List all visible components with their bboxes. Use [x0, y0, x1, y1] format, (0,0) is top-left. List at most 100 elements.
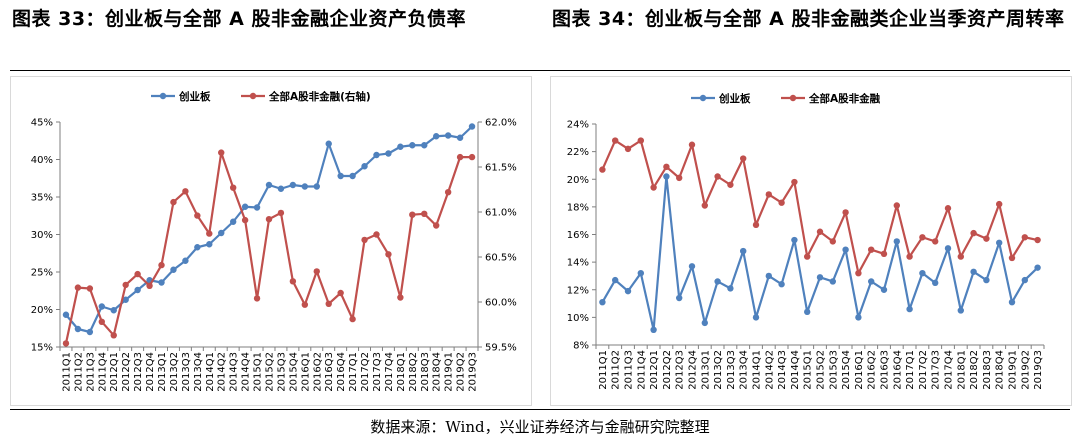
x-tick-label: 2011Q3: [85, 352, 96, 392]
y-tick-label-left: 24%: [567, 120, 589, 131]
x-tick-label: 2019Q3: [1033, 350, 1044, 390]
y-tick-label-left: 8%: [573, 341, 589, 352]
series-0-point: [919, 269, 926, 277]
legend-label-0: 创业板: [178, 90, 211, 103]
series-1-point: [74, 284, 82, 291]
left-chart-title: 图表 33：创业板与全部 A 股非金融企业资产负债率: [12, 8, 466, 30]
y-tick-label-left: 10%: [567, 313, 589, 324]
x-tick-label: 2011Q4: [636, 350, 647, 390]
series-1-point: [158, 261, 165, 269]
x-tick-label: 2012Q3: [133, 352, 144, 392]
series-1-point: [650, 184, 657, 191]
x-tick-label: 2014Q4: [241, 352, 252, 392]
legend-marker-1: [249, 92, 257, 100]
x-tick-label: 2015Q1: [803, 350, 814, 390]
series-1-point: [816, 228, 824, 235]
series-1-point: [110, 332, 117, 339]
series-1-point: [385, 251, 392, 258]
x-tick-label: 2018Q4: [995, 350, 1006, 390]
asset-liability-ratio-chart: 45% 40% 35% 30% 25% 20% 15% 62.0% 61.5% 61.0% 60.5…: [31, 90, 517, 392]
bottom-divider: [10, 409, 1070, 410]
series-1-point: [229, 184, 237, 191]
x-tick-label: 2017Q2: [918, 350, 929, 390]
series-1-point: [468, 153, 476, 161]
series-1-point: [62, 340, 70, 347]
series-1-point: [218, 149, 225, 156]
y-tick-label-left: 16%: [567, 230, 589, 241]
series-0-point: [650, 326, 657, 334]
series-1-point: [134, 270, 141, 278]
series-0-point: [421, 142, 428, 149]
series-0-point: [253, 204, 261, 211]
x-tick-label: 2016Q4: [892, 350, 903, 390]
y-tick-label-right: 60.0%: [485, 298, 517, 309]
series-0-point: [906, 305, 913, 313]
y-tick-label-right: 62.0%: [485, 118, 517, 129]
series-0-point: [855, 314, 862, 321]
series-0-point: [791, 236, 798, 244]
legend-marker-0: [699, 94, 707, 102]
series-1-point: [880, 250, 888, 258]
y-tick-label-right: 59.5%: [485, 343, 517, 354]
x-tick-label: 2011Q1: [61, 352, 72, 392]
x-tick-label: 2015Q2: [816, 350, 827, 390]
series-0-point: [983, 276, 990, 284]
series-1-point: [241, 216, 249, 224]
series-1-point: [397, 294, 404, 301]
series-0-point: [624, 287, 632, 295]
series-1-point: [146, 282, 153, 289]
x-tick-label: 2013Q4: [739, 350, 750, 390]
x-tick-label: 2011Q2: [73, 352, 84, 392]
series-1-point: [1021, 234, 1028, 241]
series-1-point: [182, 188, 189, 195]
legend-marker-0: [159, 92, 167, 100]
x-tick-label: 2014Q3: [229, 352, 240, 392]
series-0-point: [98, 303, 106, 310]
series-0-point: [409, 142, 416, 149]
series-0-point: [325, 140, 332, 147]
left-chart-frame: 45% 40% 35% 30% 25% 20% 15% 62.0% 61.5% 61.0% 60.5…: [10, 76, 532, 406]
series-0-point: [241, 203, 249, 210]
x-tick-label: 2015Q1: [253, 352, 264, 392]
series-0-point: [122, 296, 129, 303]
legend-label-1: 全部A股非金融: [808, 92, 881, 105]
right-chart-title: 图表 34：创业板与全部 A 股非金融类企业当季资产周转率: [552, 8, 1065, 30]
legend-label-1: 全部A股非金融(右轴): [268, 90, 371, 103]
series-0-point: [385, 150, 392, 157]
x-tick-label: 2012Q1: [109, 352, 120, 392]
series-1-point: [804, 253, 811, 260]
series-0-point: [1034, 264, 1041, 271]
series-1-point: [444, 189, 452, 196]
source-note: 数据来源：Wind，兴业证券经济与金融研究院整理: [370, 418, 710, 436]
series-0-point: [714, 278, 721, 285]
x-tick-label: 2018Q1: [396, 352, 407, 392]
series-0-point: [349, 172, 356, 180]
series-0-point: [218, 229, 225, 237]
series-0-point: [688, 263, 696, 270]
series-1-point: [313, 268, 320, 275]
x-tick-label: 2017Q1: [348, 352, 359, 392]
y-tick-label-left: 25%: [31, 268, 53, 279]
series-0-point: [957, 307, 964, 314]
series-0-point: [301, 183, 309, 190]
series-1-point: [301, 301, 309, 308]
series-0-point: [804, 308, 811, 316]
x-tick-label: 2012Q2: [662, 350, 673, 390]
series-0-point: [880, 286, 888, 293]
x-tick-label: 2013Q1: [157, 352, 168, 392]
x-tick-label: 2016Q3: [880, 350, 891, 390]
x-tick-label: 2017Q2: [360, 352, 371, 392]
series-0-point: [361, 163, 368, 170]
x-tick-label: 2013Q3: [181, 352, 192, 392]
series-1-point: [714, 173, 721, 180]
series-0-point: [944, 245, 952, 252]
series-0-point: [194, 244, 201, 251]
series-1-point: [919, 234, 926, 241]
series-0-point: [313, 183, 320, 190]
series-0-point: [74, 325, 82, 333]
series-1-point: [361, 236, 368, 244]
x-tick-label: 2014Q4: [790, 350, 801, 390]
x-tick-label: 2019Q1: [1008, 350, 1019, 390]
series-1-point: [122, 281, 129, 289]
series-1-point: [855, 269, 862, 277]
